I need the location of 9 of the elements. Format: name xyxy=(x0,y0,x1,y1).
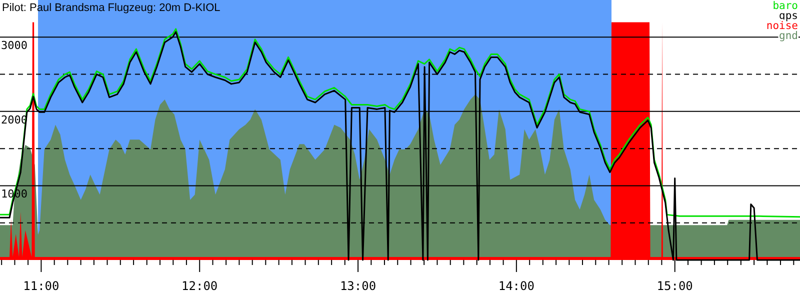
text: noise xyxy=(766,20,798,32)
x-tick-label: 15:00 xyxy=(656,279,693,293)
text: baro xyxy=(772,0,798,12)
x-tick-label: 14:00 xyxy=(498,279,534,293)
x-tick-label: 12:00 xyxy=(182,279,218,293)
x-tick-label: 11:00 xyxy=(23,279,60,293)
y-tick-label: 1000 xyxy=(1,188,28,201)
x-tick-label: 13:00 xyxy=(340,279,376,293)
y-tick-label: 3000 xyxy=(1,39,28,52)
